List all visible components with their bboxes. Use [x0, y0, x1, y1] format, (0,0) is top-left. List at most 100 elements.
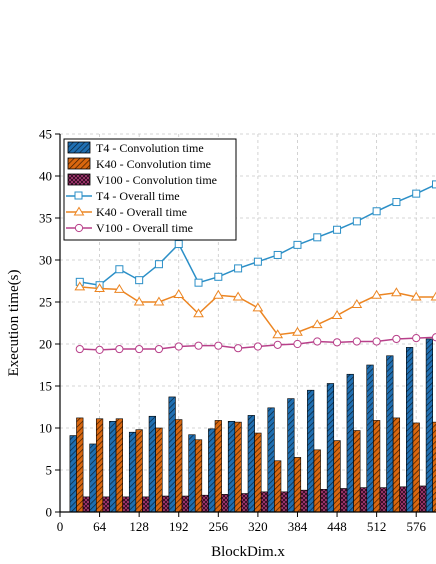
marker-t4-overall [135, 276, 144, 285]
bar-k40-conv [254, 432, 262, 513]
marker-v100-overall [273, 340, 282, 349]
bar-t4-conv [89, 443, 97, 513]
bar-v100-conv [102, 496, 110, 513]
bar-t4-conv [168, 396, 176, 513]
x-tick-label: 384 [288, 519, 308, 534]
bar-k40-conv [214, 420, 222, 513]
y-tick-label: 0 [46, 505, 53, 520]
y-tick-label: 10 [39, 421, 52, 436]
bar-k40-conv [313, 449, 321, 513]
bar-v100-conv [241, 493, 249, 513]
marker-v100-overall [174, 342, 183, 351]
bar-v100-conv [181, 495, 189, 513]
bar-k40-conv [412, 422, 420, 513]
marker-k40-overall [311, 319, 323, 329]
marker-v100-overall [332, 338, 342, 347]
x-tick-label: 576 [406, 519, 426, 534]
marker-k40-overall [351, 299, 363, 309]
bar-k40-conv [392, 417, 401, 513]
y-tick-label: 45 [39, 127, 52, 142]
legend-label-v100-overall: V100 - Overall time [96, 221, 193, 235]
legend-item-t4-conv: T4 - Convolution time [67, 141, 204, 155]
legend-item-v100-conv: V100 - Convolution time [67, 173, 217, 187]
bar-k40-conv [135, 429, 143, 513]
y-tick-label: 35 [39, 211, 52, 226]
marker-k40-overall [371, 289, 383, 299]
bar-t4-conv [307, 389, 315, 513]
bar-k40-conv [274, 460, 282, 513]
x-tick-label: 256 [209, 519, 229, 534]
marker-k40-overall [391, 287, 402, 297]
marker-k40-overall [133, 296, 145, 306]
bar-v100-conv [201, 494, 209, 513]
marker-k40-overall [74, 281, 86, 291]
bar-k40-conv [333, 440, 341, 513]
bar-v100-conv [122, 496, 130, 513]
bar-t4-conv [386, 355, 394, 513]
bar-k40-conv [234, 421, 242, 513]
marker-t4-overall [412, 189, 421, 198]
marker-t4-overall [214, 272, 223, 281]
marker-k40-overall [94, 283, 105, 293]
bar-v100-conv [260, 491, 269, 513]
marker-t4-overall [392, 198, 401, 207]
bar-t4-conv [148, 415, 156, 513]
bar-t4-conv [425, 338, 434, 513]
legend-label-k40-overall: K40 - Overall time [96, 205, 187, 219]
legend-item-t4-overall: T4 - Overall time [66, 189, 180, 203]
x-tick-label: 64 [93, 519, 107, 534]
bar-v100-conv [221, 494, 229, 513]
legend-marker-v100-overall [74, 223, 84, 233]
marker-t4-overall [234, 264, 243, 273]
marker-v100-overall [412, 334, 421, 343]
bar-v100-conv [320, 489, 328, 513]
legend-label-t4-conv: T4 - Convolution time [96, 141, 204, 155]
marker-v100-overall [253, 342, 262, 351]
legend-item-v100-overall: V100 - Overall time [66, 221, 193, 235]
x-tick-label: 448 [327, 519, 347, 534]
bar-v100-conv [399, 486, 407, 513]
marker-t4-overall [372, 207, 381, 216]
marker-v100-overall [293, 339, 302, 349]
bar-t4-conv [227, 420, 236, 513]
bar-k40-conv [115, 418, 123, 513]
x-tick-label: 192 [169, 519, 189, 534]
marker-v100-overall [154, 344, 164, 354]
bar-t4-conv [69, 435, 77, 513]
marker-t4-overall [253, 257, 262, 266]
marker-k40-overall [173, 288, 185, 298]
marker-k40-overall [430, 291, 436, 301]
y-tick-label: 25 [39, 295, 52, 310]
bar-t4-conv [247, 415, 255, 513]
marker-t4-overall [293, 240, 302, 249]
marker-v100-overall [431, 333, 436, 342]
lines [74, 180, 436, 354]
marker-k40-overall [252, 302, 264, 312]
marker-v100-overall [352, 337, 361, 346]
marker-v100-overall [75, 344, 84, 354]
marker-t4-overall [273, 250, 282, 259]
bar-v100-conv [82, 496, 90, 513]
bar-v100-conv [161, 495, 170, 513]
marker-t4-overall [313, 233, 322, 242]
bar-k40-conv [353, 430, 361, 513]
marker-t4-overall [194, 278, 203, 287]
y-tick-label: 40 [39, 169, 52, 184]
x-tick-label: 128 [129, 519, 149, 534]
y-tick-label: 5 [46, 463, 53, 478]
x-tick-label: 320 [248, 519, 268, 534]
y-axis-label: Execution time(s) [6, 269, 22, 376]
bar-v100-conv [379, 487, 387, 513]
marker-t4-overall [174, 240, 183, 249]
legend-label-k40-conv: K40 - Convolution time [96, 157, 211, 171]
marker-k40-overall [331, 309, 343, 319]
marker-t4-overall [115, 265, 124, 274]
bar-t4-conv [128, 431, 137, 513]
marker-k40-overall [232, 291, 244, 301]
bar-t4-conv [366, 364, 374, 513]
marker-t4-overall [333, 225, 342, 234]
axes: 0 5 10 15 20 25 30 35 40 45 0 64 128 192 256 320 384 448 5… [39, 127, 436, 534]
bar-k40-conv [373, 420, 381, 513]
marker-t4-overall [154, 260, 163, 269]
